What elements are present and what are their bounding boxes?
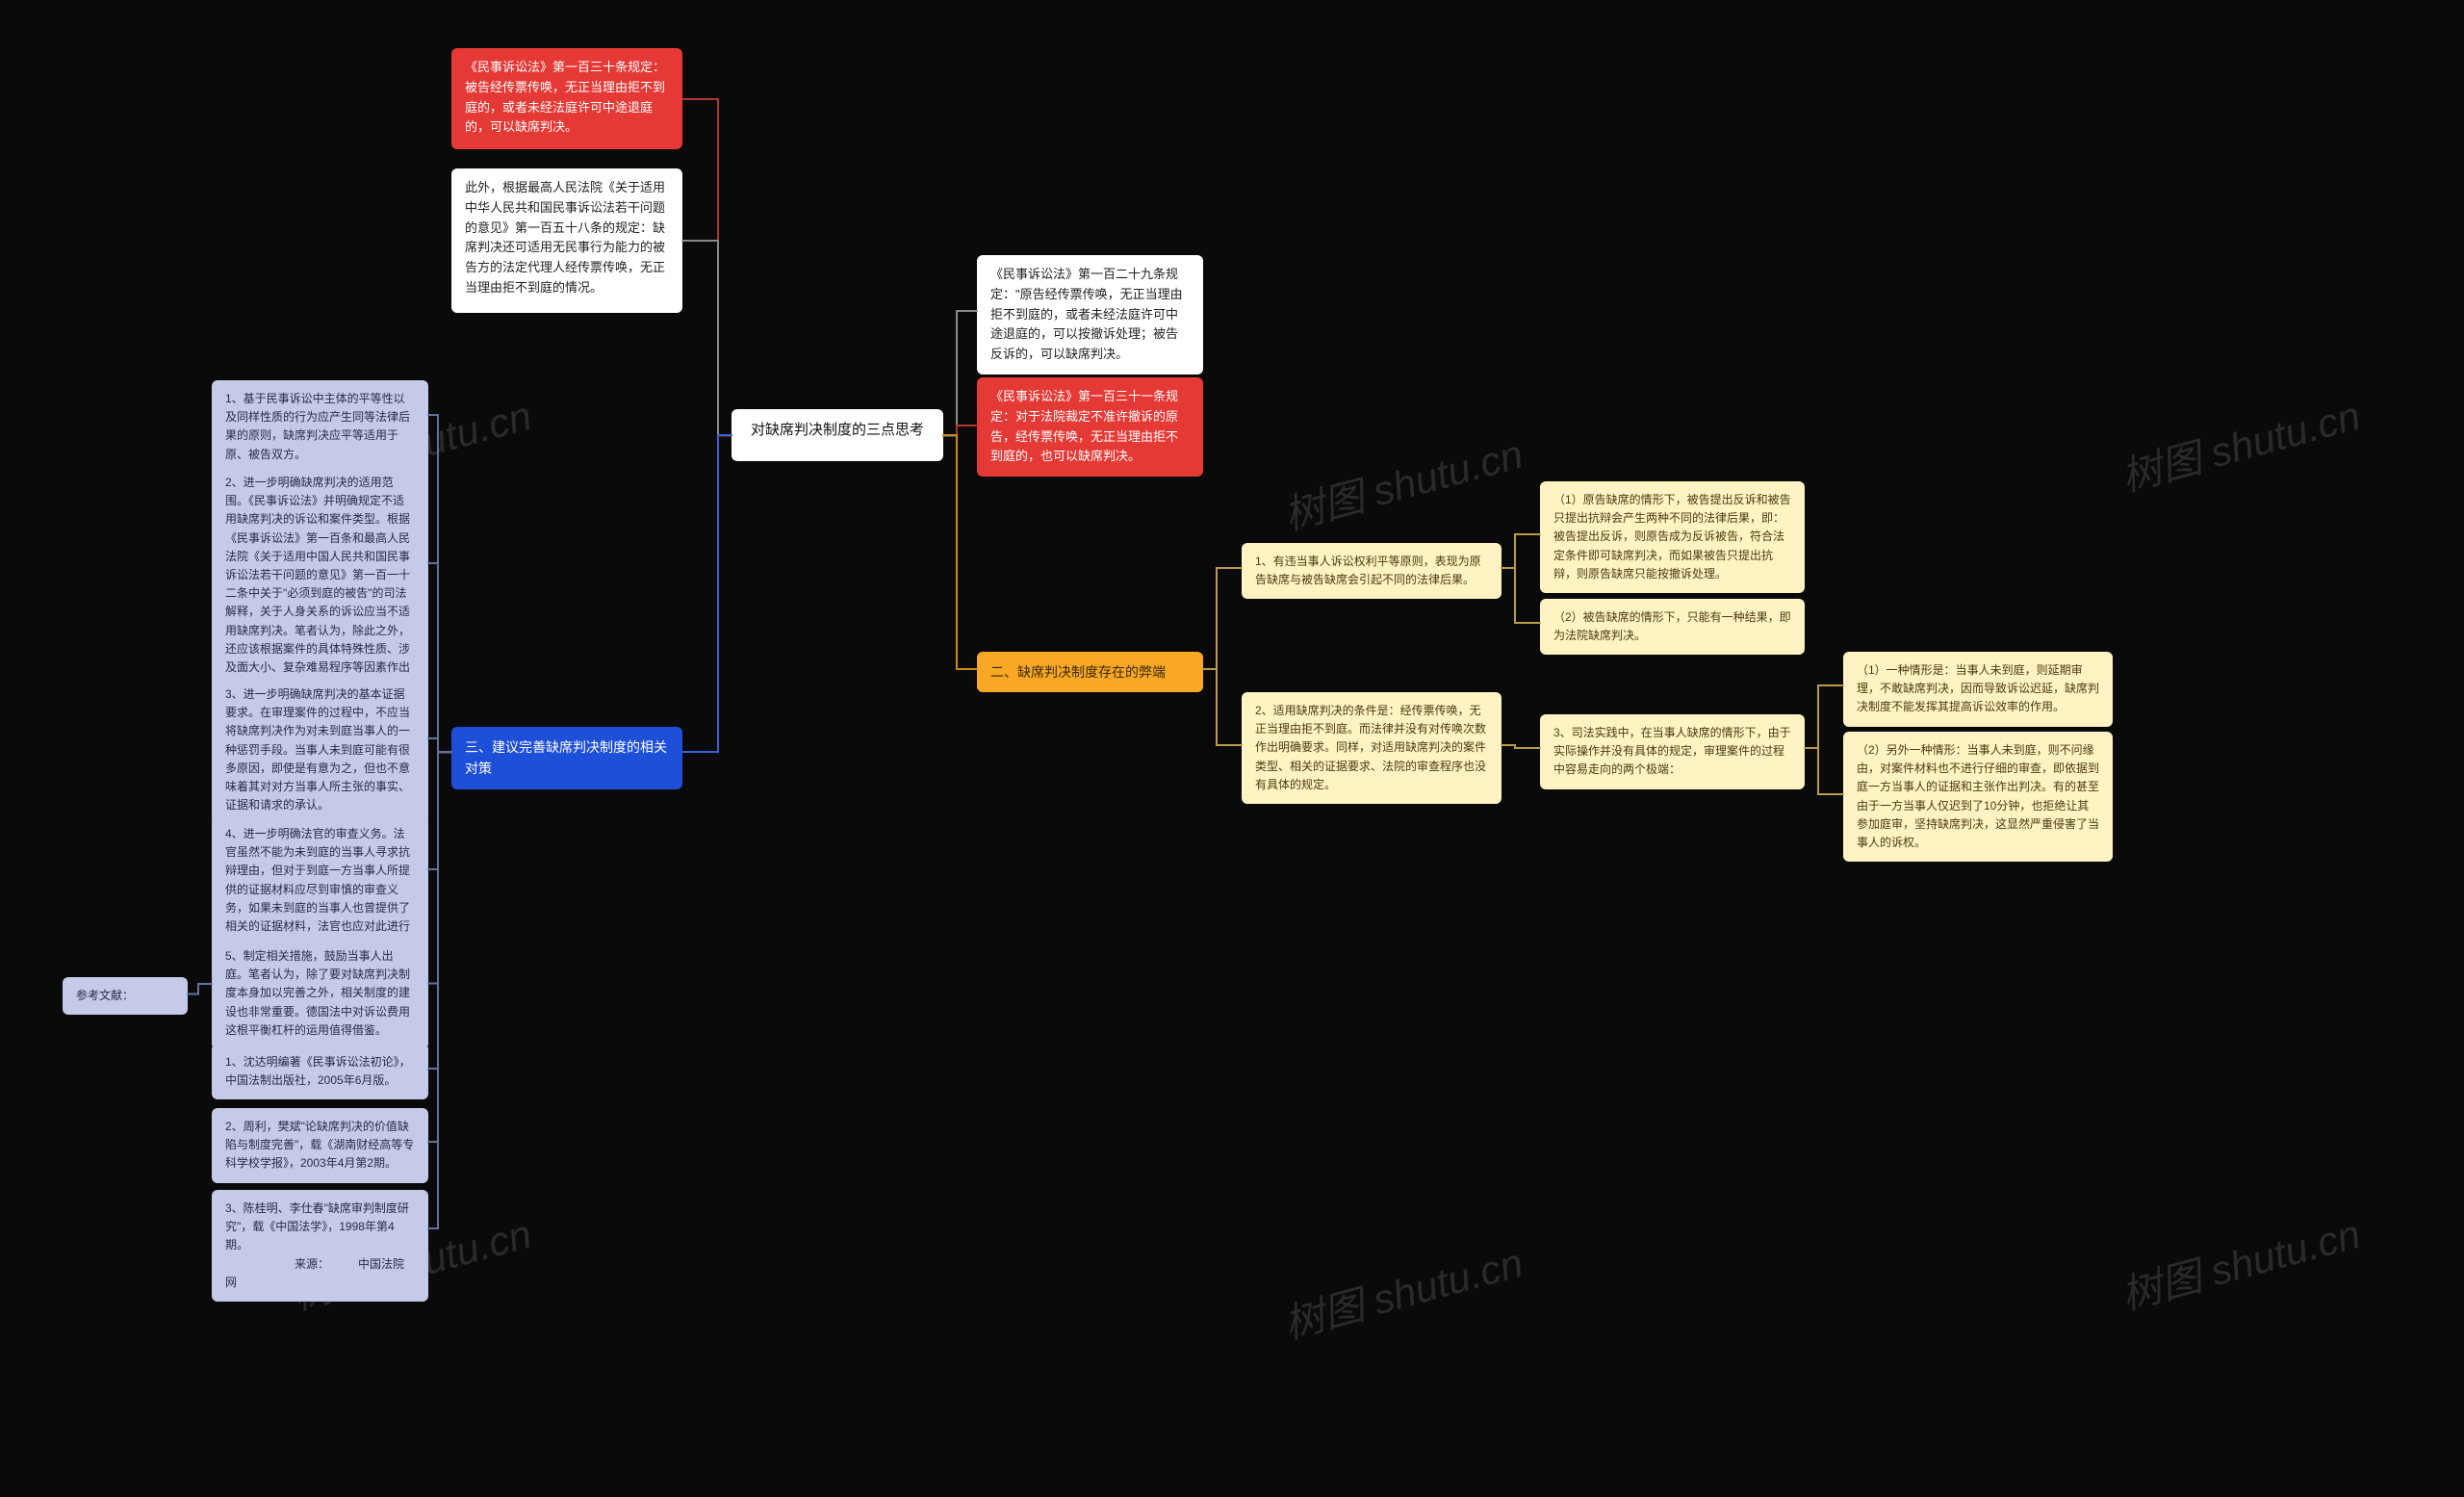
- node-y_2[interactable]: 2、适用缺席判决的条件是：经传票传唤，无正当理由拒不到庭。而法律并没有对传唤次数…: [1242, 692, 1502, 804]
- edge-y_3-y_32: [1803, 746, 1845, 796]
- node-p2[interactable]: 2、进一步明确缺席判决的适用范围。《民事诉讼法》并明确规定不适用缺席判决的诉讼和…: [212, 464, 428, 705]
- node-p5[interactable]: 5、制定相关措施，鼓励当事人出庭。笔者认为，除了要对缺席判决制度本身加以完善之外…: [212, 938, 428, 1049]
- node-y_31[interactable]: （1）一种情形是：当事人未到庭，则延期审理，不敢缺席判决，因而导致诉讼迟延，缺席…: [1843, 652, 2113, 727]
- edge-y_1-y_11: [1500, 532, 1542, 570]
- edge-blue_sec3-p3: [426, 736, 453, 754]
- edge-blue_sec3-p1: [426, 413, 453, 754]
- edge-root-red2: [941, 424, 979, 437]
- node-red1[interactable]: 《民事诉讼法》第一百三十条规定：被告经传票传唤，无正当理由拒不到庭的，或者未经法…: [451, 48, 682, 149]
- edge-y_3-y_31: [1803, 684, 1845, 750]
- node-y_32[interactable]: （2）另外一种情形：当事人未到庭，则不问缘由，对案件材料也不进行仔细的审查，即依…: [1843, 732, 2113, 862]
- edge-blue_sec3-p5: [426, 750, 453, 986]
- edge-blue_sec3-ref1: [426, 750, 453, 1071]
- edge-blue_sec3-p4: [426, 750, 453, 871]
- edge-blue_sec3-p2: [426, 561, 453, 755]
- edge-yellow_sec2-y_2: [1201, 667, 1244, 747]
- node-yellow_sec2[interactable]: 二、缺席判决制度存在的弊端: [977, 652, 1203, 692]
- watermark: 树图 shutu.cn: [2114, 383, 2366, 503]
- node-p3[interactable]: 3、进一步明确缺席判决的基本证据要求。在审理案件的过程中，不应当将缺席判决作为对…: [212, 676, 428, 824]
- edge-root-blue_sec3: [680, 433, 733, 754]
- node-p1[interactable]: 1、基于民事诉讼中主体的平等性以及同样性质的行为应产生同等法律后果的原则，缺席判…: [212, 380, 428, 474]
- edge-blue_sec3-ref2: [426, 750, 453, 1144]
- node-white2[interactable]: 《民事诉讼法》第一百二十九条规定："原告经传票传唤，无正当理由拒不到庭的，或者未…: [977, 255, 1203, 374]
- node-blue_sec3[interactable]: 三、建议完善缺席判决制度的相关对策: [451, 727, 682, 789]
- node-red2[interactable]: 《民事诉讼法》第一百三十一条规定：对于法院裁定不准许撤诉的原告，经传票传唤，无正…: [977, 377, 1203, 477]
- edge-root-red1: [680, 97, 733, 438]
- edge-y_2-y_3: [1500, 743, 1542, 750]
- edge-y_1-y_12: [1500, 566, 1542, 625]
- edge-root-yellow_sec2: [941, 433, 979, 671]
- node-y_1[interactable]: 1、有违当事人诉讼权利平等原则，表现为原告缺席与被告缺席会引起不同的法律后果。: [1242, 543, 1502, 599]
- node-ref1[interactable]: 1、沈达明编著《民事诉讼法初论》，中国法制出版社，2005年6月版。: [212, 1044, 428, 1099]
- edge-root-white2: [941, 309, 979, 438]
- node-ref3[interactable]: 3、陈桂明、李仕春"缺席审判制度研究"，载《中国法学》，1998年第4期。 来源…: [212, 1190, 428, 1302]
- edge-blue_sec3-ref3: [426, 750, 453, 1230]
- node-reflabel[interactable]: 参考文献：: [63, 977, 188, 1015]
- node-y_12[interactable]: （2）被告缺席的情形下，只能有一种结果，即为法院缺席判决。: [1540, 599, 1805, 655]
- node-ref2[interactable]: 2、周利，樊斌"论缺席判决的价值缺陷与制度完善"，载《湖南财经高等专科学校学报》…: [212, 1108, 428, 1183]
- node-root[interactable]: 对缺席判决制度的三点思考: [732, 409, 943, 461]
- edge-p5-reflabel: [186, 982, 214, 996]
- node-y_11[interactable]: （1）原告缺席的情形下，被告提出反诉和被告只提出抗辩会产生两种不同的法律后果，即…: [1540, 481, 1805, 593]
- watermark: 树图 shutu.cn: [1276, 422, 1528, 542]
- edge-root-white1: [680, 239, 733, 437]
- edge-yellow_sec2-y_1: [1201, 566, 1244, 671]
- node-y_3[interactable]: 3、司法实践中，在当事人缺席的情形下，由于实际操作并没有具体的规定，审理案件的过…: [1540, 714, 1805, 789]
- watermark: 树图 shutu.cn: [1276, 1230, 1528, 1351]
- watermark: 树图 shutu.cn: [2114, 1201, 2366, 1322]
- node-white1[interactable]: 此外，根据最高人民法院《关于适用中华人民共和国民事诉讼法若干问题的意见》第一百五…: [451, 168, 682, 313]
